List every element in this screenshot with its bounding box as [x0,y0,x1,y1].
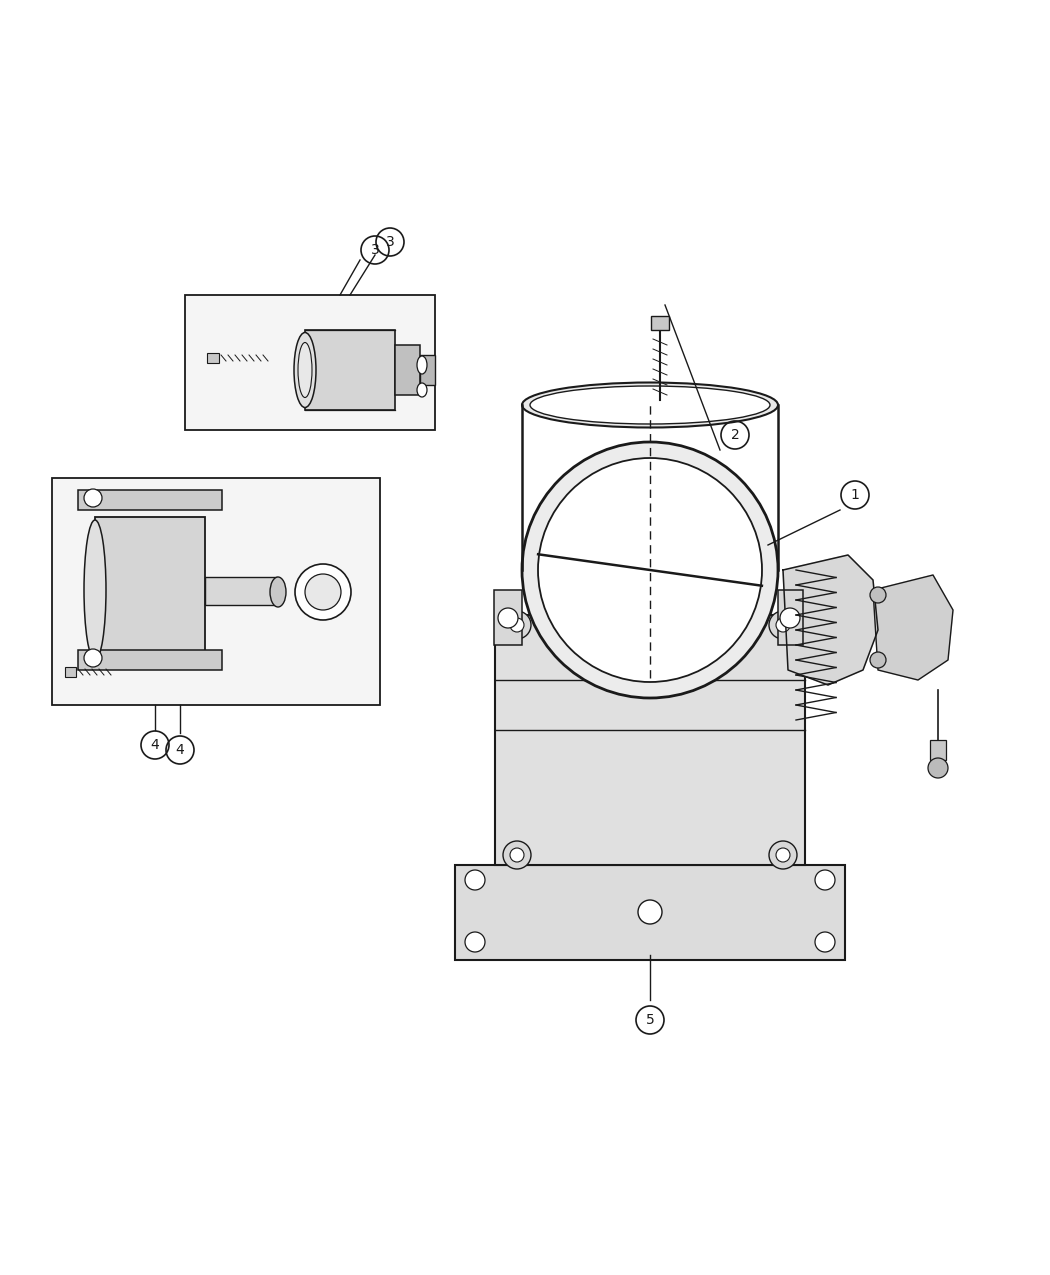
Ellipse shape [522,550,778,590]
Circle shape [538,458,762,682]
Bar [420,354,435,385]
Bar [94,516,205,666]
Bar [494,590,522,645]
Bar [304,330,395,411]
Bar [52,478,380,705]
Circle shape [304,574,341,609]
Bar [930,740,946,760]
Text: 4: 4 [150,738,160,752]
Ellipse shape [84,520,106,660]
Circle shape [780,608,800,629]
Bar [207,353,219,363]
Bar [651,316,669,330]
Text: 4: 4 [175,743,185,757]
Circle shape [503,611,531,639]
Circle shape [776,618,790,632]
Circle shape [928,759,948,778]
Circle shape [522,442,778,697]
Circle shape [815,870,835,890]
Ellipse shape [522,382,778,427]
Circle shape [498,608,518,629]
Bar [78,650,222,669]
Circle shape [776,848,790,862]
Circle shape [870,586,886,603]
Bar [495,615,805,864]
Circle shape [295,564,351,620]
Circle shape [769,842,797,870]
Ellipse shape [294,333,316,408]
Circle shape [870,652,886,668]
Bar [778,590,803,645]
Bar [455,864,845,960]
Text: 1: 1 [850,488,860,502]
Circle shape [638,900,662,924]
Ellipse shape [530,386,770,425]
Text: 3: 3 [385,235,395,249]
Ellipse shape [417,356,427,374]
Polygon shape [783,555,878,685]
Circle shape [769,611,797,639]
Bar [185,295,435,430]
Bar [78,490,222,510]
Circle shape [510,848,524,862]
Ellipse shape [417,382,427,397]
Text: 2: 2 [731,428,739,442]
Circle shape [84,649,102,667]
Ellipse shape [270,578,286,607]
Ellipse shape [298,343,312,398]
Text: 5: 5 [646,1014,654,1026]
Polygon shape [873,575,953,680]
Text: 3: 3 [371,244,379,258]
Bar [65,667,76,677]
Circle shape [510,618,524,632]
Circle shape [465,932,485,952]
Bar [395,346,420,395]
Circle shape [84,490,102,507]
Circle shape [815,932,835,952]
Bar [205,578,277,606]
Circle shape [465,870,485,890]
Circle shape [503,842,531,870]
